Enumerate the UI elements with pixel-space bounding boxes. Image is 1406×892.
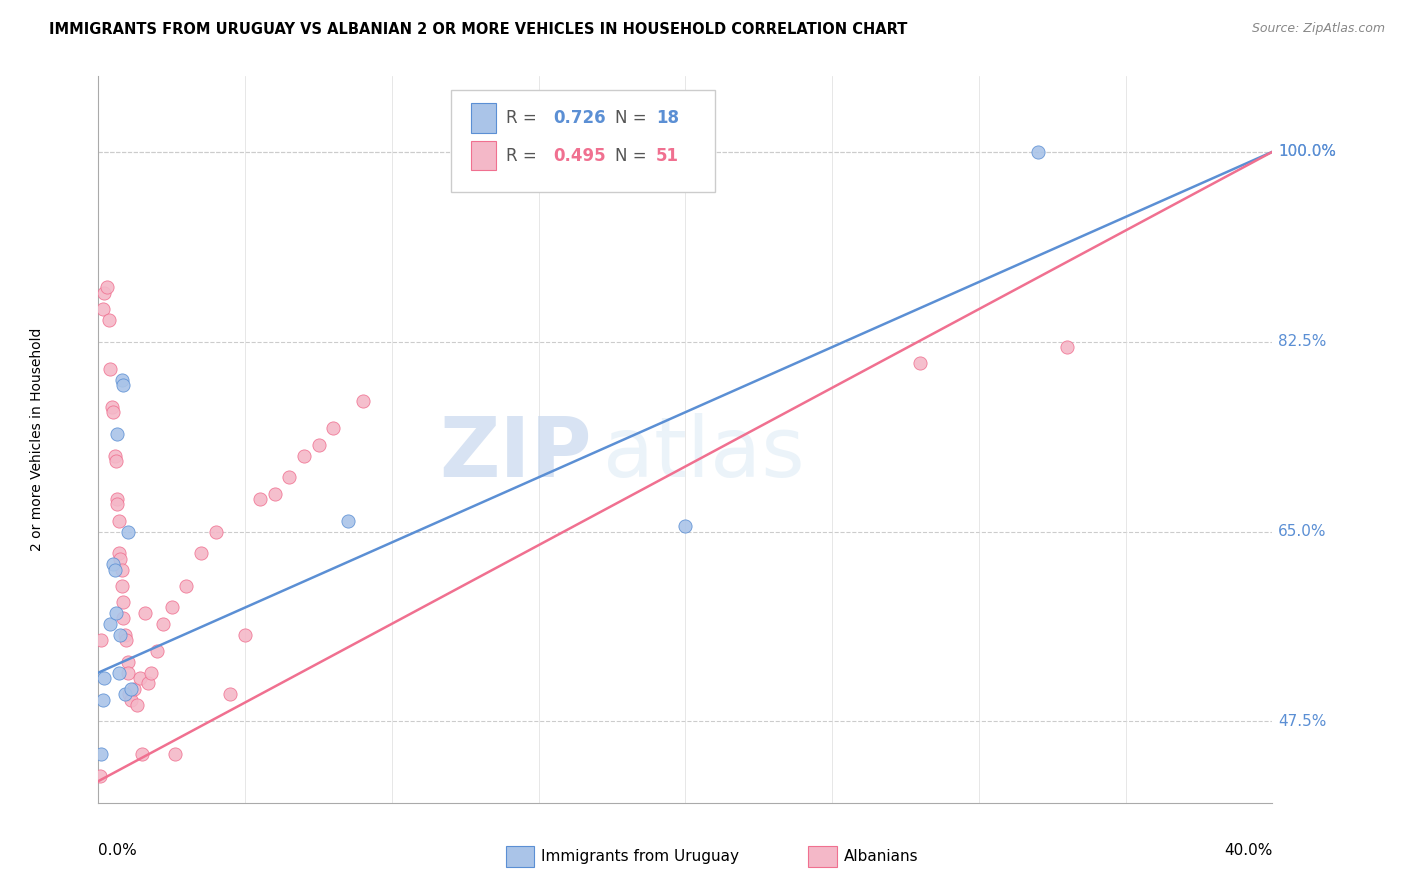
Point [120,692,142,706]
Text: 100.0%: 100.0% [1278,145,1336,160]
Point [128,671,150,685]
Point [105,454,128,468]
Point [93,285,115,300]
Point [117,665,139,680]
Point [98,616,121,631]
Point [910,356,932,370]
Point [112,595,135,609]
Text: 82.5%: 82.5% [1278,334,1327,349]
Point [336,514,359,528]
Text: N =: N = [614,147,652,165]
Point [136,676,159,690]
Text: 100.0%: 100.0% [1278,145,1336,160]
FancyBboxPatch shape [471,103,496,133]
Point [111,373,134,387]
Point [131,747,153,761]
Point [292,449,315,463]
Point [111,579,134,593]
Point [117,524,139,539]
Text: R =: R = [506,109,541,127]
Point [141,665,163,680]
Point [101,405,124,419]
Point [249,491,271,506]
Point [308,438,330,452]
Point [112,611,135,625]
Text: IMMIGRANTS FROM URUGUAY VS ALBANIAN 2 OR MORE VEHICLES IN HOUSEHOLD CORRELATION : IMMIGRANTS FROM URUGUAY VS ALBANIAN 2 OR… [49,22,908,37]
Text: 47.5%: 47.5% [1278,714,1327,729]
Point [118,687,141,701]
Point [278,470,301,484]
Text: R =: R = [506,147,541,165]
Point [107,426,129,441]
Point [93,671,115,685]
Point [233,627,256,641]
Text: 0.726: 0.726 [553,109,606,127]
Point [125,698,148,713]
Point [322,421,344,435]
Point [117,655,139,669]
Point [111,562,134,576]
Point [101,557,124,571]
Point [108,514,131,528]
Text: atlas: atlas [603,413,806,494]
Point [112,378,135,392]
Point [96,280,118,294]
Text: N =: N = [614,109,652,127]
Point [263,486,285,500]
Point [90,633,112,648]
Point [108,665,131,680]
Text: Source: ZipAtlas.com: Source: ZipAtlas.com [1251,22,1385,36]
Text: 18: 18 [657,109,679,127]
Point [114,627,136,641]
Text: 65.0%: 65.0% [1278,524,1327,539]
Point [108,546,131,560]
Text: 51: 51 [657,147,679,165]
Point [152,616,174,631]
Point [105,606,128,620]
Text: ZIP: ZIP [439,413,592,494]
Point [352,394,374,409]
FancyBboxPatch shape [471,141,496,170]
Point [100,400,122,414]
Point [115,633,138,648]
Point [146,644,169,658]
Text: 0.495: 0.495 [553,147,606,165]
Text: Albanians: Albanians [844,849,918,863]
Text: 40.0%: 40.0% [1225,843,1272,858]
Point [107,497,129,511]
Point [97,313,120,327]
Point [114,687,136,701]
Point [134,606,156,620]
Point [675,519,697,533]
Point [176,579,198,593]
FancyBboxPatch shape [450,90,714,192]
Point [190,546,212,560]
Text: 2 or more Vehicles in Household: 2 or more Vehicles in Household [31,327,45,551]
Point [163,747,186,761]
Point [91,302,114,317]
Point [107,491,129,506]
Point [91,692,114,706]
Point [1056,340,1078,354]
Point [103,562,125,576]
Point [120,681,142,696]
Point [90,747,112,761]
Point [1026,145,1049,159]
Text: Immigrants from Uruguay: Immigrants from Uruguay [541,849,740,863]
Point [219,687,242,701]
Point [122,681,145,696]
Point [98,361,121,376]
Point [205,524,228,539]
Point [89,769,111,783]
Point [103,449,125,463]
Point [110,551,132,566]
Point [160,600,183,615]
Point [110,627,132,641]
Text: 0.0%: 0.0% [98,843,138,858]
